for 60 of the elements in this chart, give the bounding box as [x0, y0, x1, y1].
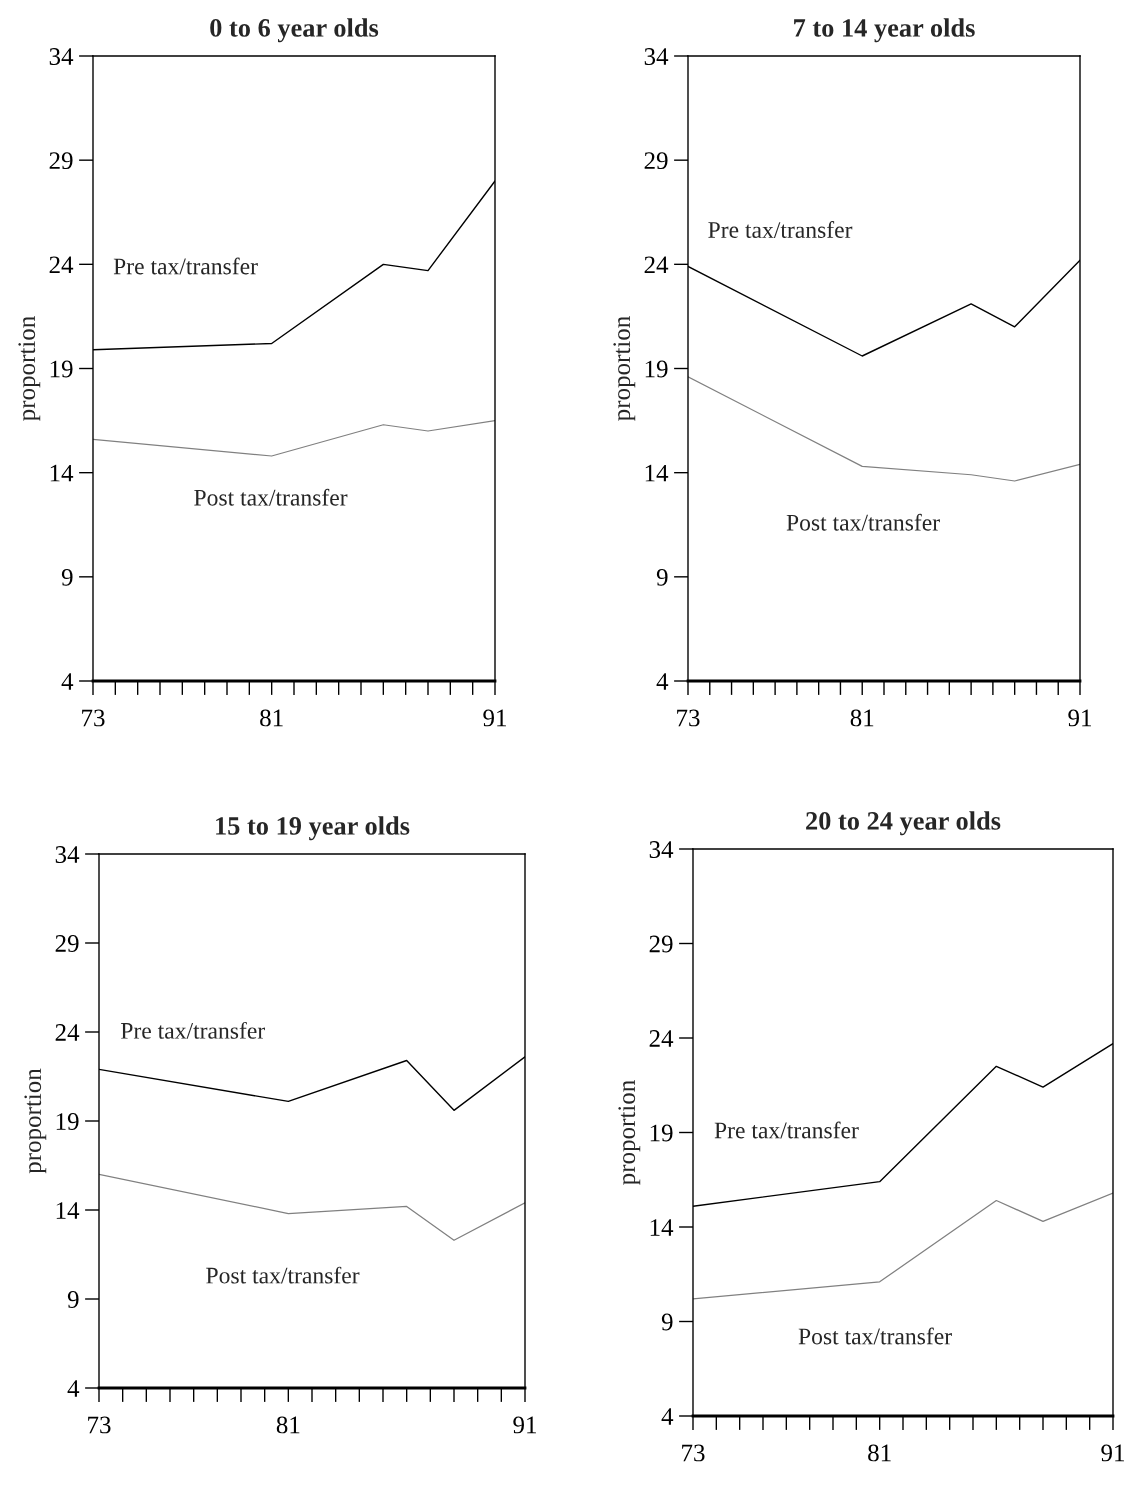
series-label: Pre tax/transfer: [120, 1021, 265, 1039]
y-tick-label: 24: [649, 1030, 674, 1047]
text: Pre tax/transfer: [113, 257, 258, 275]
y-tick-label: 9: [67, 1291, 79, 1308]
y-tick-label: 34: [49, 48, 74, 65]
y-tick-label: 14: [56, 1202, 80, 1219]
line-series: [99, 1173, 525, 1241]
series-label: Pre tax/transfer: [714, 1121, 859, 1139]
x-tick-label: 81: [850, 709, 874, 727]
y-tick-label: 34: [649, 841, 674, 858]
x-tick-label: 91: [1068, 709, 1091, 727]
y-tick-label: 29: [55, 935, 79, 952]
x-tick-label: 73: [677, 709, 700, 727]
y-tick-label: 19: [56, 1113, 79, 1130]
y-tick-label: 24: [49, 256, 74, 274]
y-tick-label: 19: [645, 360, 668, 378]
x-tick-label: 91: [483, 709, 506, 727]
x-tick-label: 81: [260, 709, 283, 727]
x-tick-label: 91: [1101, 1444, 1124, 1462]
y-tick-label: 14: [50, 464, 74, 482]
chart-title: 0 to 6 year olds: [210, 18, 379, 43]
y-tick-label: 9: [61, 568, 73, 586]
y-tick-label: 24: [644, 256, 669, 274]
line-series: [93, 419, 495, 457]
y-tick-label: 14: [645, 464, 669, 482]
series-label: Post tax/transfer: [786, 513, 940, 531]
x-tick-label: 73: [88, 1416, 111, 1434]
y-axis-title: proportion: [24, 1068, 47, 1174]
text: Post tax/transfer: [206, 1266, 360, 1284]
y-tick-label: 34: [644, 48, 669, 65]
y-tick-label: 9: [656, 568, 668, 586]
y-tick-label: 29: [649, 935, 673, 953]
y-axis-title: proportion: [613, 316, 636, 421]
series-label: Post tax/transfer: [194, 488, 348, 506]
y-tick-label: 24: [55, 1024, 80, 1041]
line-series: [688, 376, 1080, 482]
y-tick-label: 4: [656, 673, 669, 690]
y-tick-label: 19: [50, 360, 73, 378]
chart-title: 20 to 24 year olds: [806, 811, 1001, 836]
y-tick-label: 4: [67, 1380, 80, 1397]
x-tick-label: 81: [276, 1416, 300, 1434]
y-tick-label: 4: [61, 673, 74, 690]
x-tick-label: 81: [868, 1444, 891, 1462]
y-axis-title: proportion: [18, 316, 41, 421]
x-tick-label: 91: [513, 1416, 536, 1434]
line-series: [693, 1192, 1113, 1300]
y-tick-label: 34: [55, 846, 80, 863]
x-tick-label: 73: [82, 709, 105, 727]
chart-title: 15 to 19 year olds: [216, 816, 410, 841]
y-tick-label: 14: [650, 1219, 674, 1236]
y-axis-title: proportion: [618, 1080, 641, 1185]
y-tick-label: 29: [49, 152, 73, 170]
y-tick-label: 9: [661, 1313, 673, 1331]
y-tick-label: 19: [650, 1124, 673, 1142]
chart-title: 7 to 14 year olds: [794, 18, 975, 43]
series-label: Post tax/transfer: [798, 1327, 952, 1345]
series-label: Pre tax/transfer: [708, 221, 853, 238]
y-tick-label: 4: [661, 1408, 674, 1425]
x-tick-label: 73: [682, 1444, 705, 1462]
y-tick-label: 29: [644, 152, 668, 170]
